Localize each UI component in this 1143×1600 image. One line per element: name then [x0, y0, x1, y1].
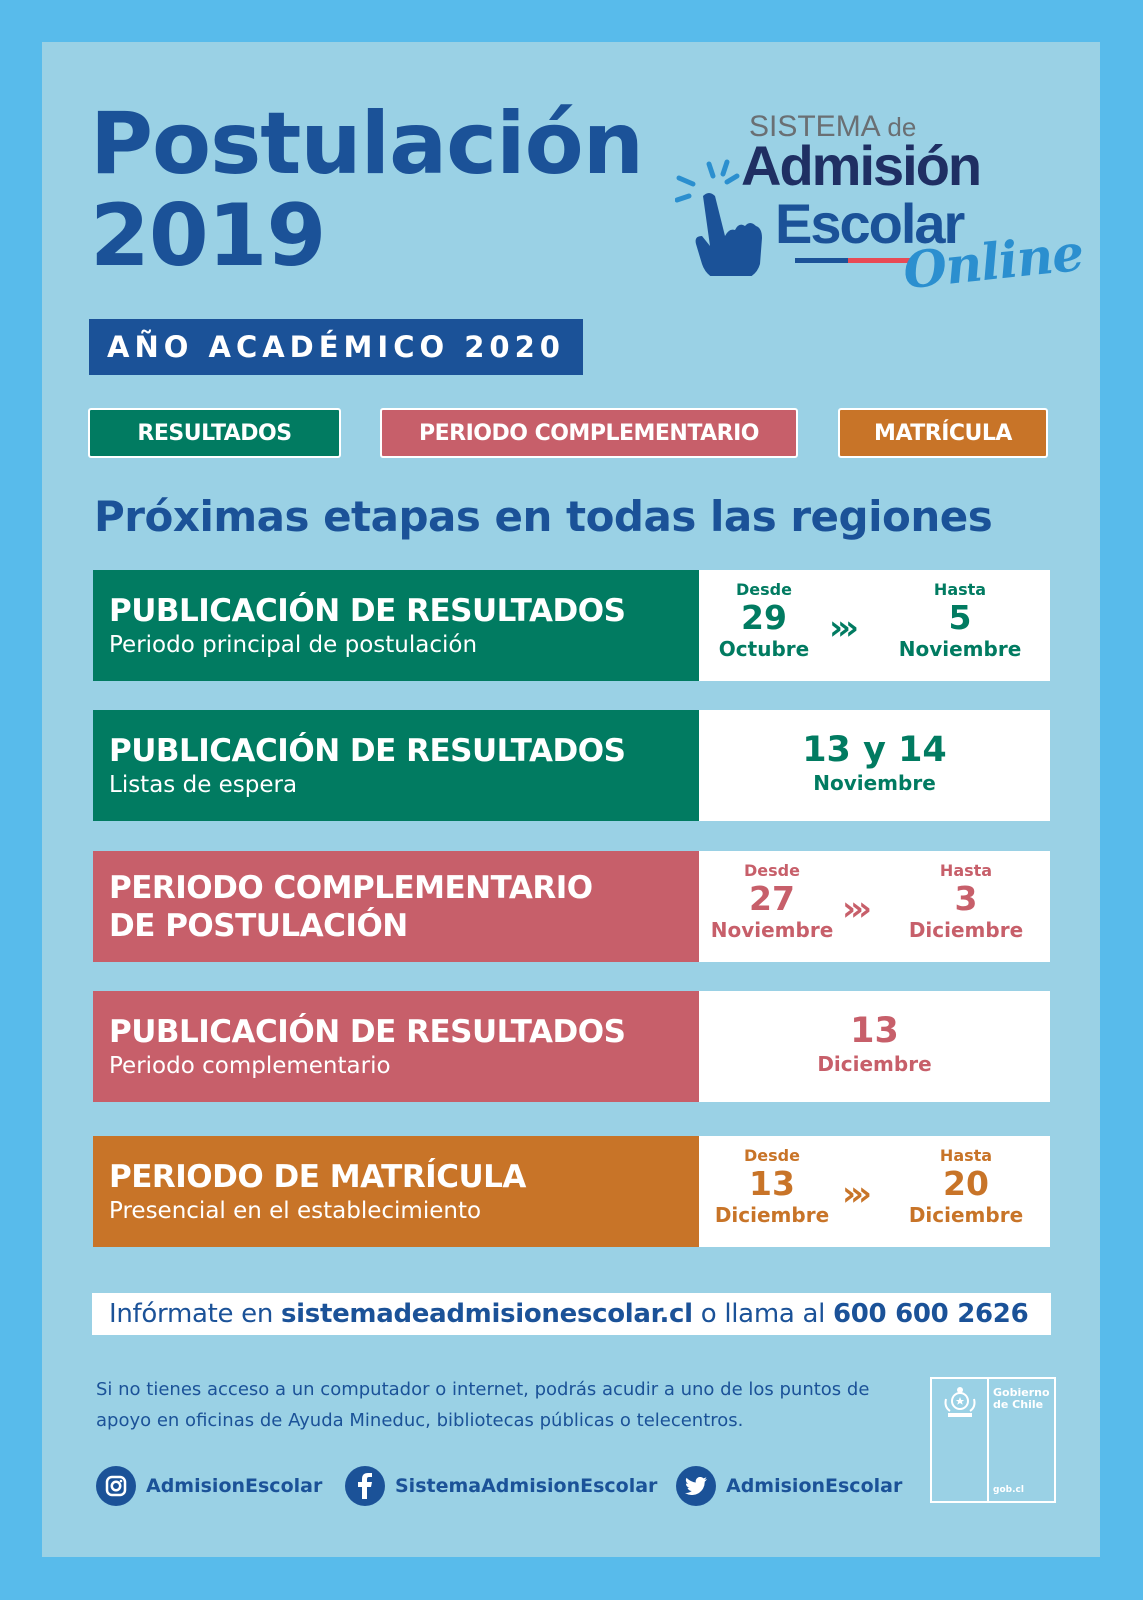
- stage-row: PUBLICACIÓN DE RESULTADOS Periodo princi…: [93, 570, 1050, 681]
- stage-dates: 13 y 14 Noviembre: [699, 710, 1050, 821]
- page-title: Postulación 2019: [90, 94, 644, 286]
- stage-dates: Desde 29 Octubre ››› Hasta 5 Noviembre: [699, 570, 1050, 681]
- logo-flag-bar: [795, 258, 915, 263]
- gob-name: Gobierno de Chile: [993, 1386, 1050, 1411]
- stage-title: PERIODO DE MATRÍCULA: [109, 1158, 526, 1195]
- section-heading: Próximas etapas en todas las regiones: [94, 492, 993, 541]
- stage-row: PUBLICACIÓN DE RESULTADOS Listas de espe…: [93, 710, 1050, 821]
- academic-year-badge: AÑO ACADÉMICO 2020: [89, 319, 583, 375]
- stage-title: PUBLICACIÓN DE RESULTADOS: [109, 1013, 626, 1050]
- phone-number[interactable]: 600 600 2626: [832, 1299, 1029, 1329]
- info-bar: Infórmate en sistemadeadmisionescolar.cl…: [92, 1293, 1051, 1335]
- stage-description: PUBLICACIÓN DE RESULTADOS Listas de espe…: [93, 710, 699, 821]
- social-facebook[interactable]: SistemaAdmisionEscolar: [345, 1466, 657, 1506]
- stage-row: PUBLICACIÓN DE RESULTADOS Periodo comple…: [93, 991, 1050, 1102]
- stage-dates: 13 Diciembre: [699, 991, 1050, 1102]
- date-from: Desde 13 Diciembre: [714, 1146, 830, 1227]
- social-handle: SistemaAdmisionEscolar: [395, 1475, 658, 1497]
- stage-description: PERIODO COMPLEMENTARIO DE POSTULACIÓN: [93, 851, 699, 962]
- stage-title: PERIODO COMPLEMENTARIO: [109, 869, 593, 906]
- social-handle: AdmisionEscolar: [726, 1475, 903, 1497]
- date-to: Hasta 5 Noviembre: [898, 580, 1022, 661]
- chevrons-right-icon: ›››: [842, 1174, 872, 1214]
- stage-description: PUBLICACIÓN DE RESULTADOS Periodo princi…: [93, 570, 699, 681]
- stage-subtitle: Periodo complementario: [109, 1052, 391, 1079]
- social-instagram[interactable]: AdmisionEscolar: [96, 1466, 322, 1506]
- title-line2: 2019: [90, 186, 326, 286]
- stage-row: PERIODO COMPLEMENTARIO DE POSTULACIÓN De…: [93, 851, 1050, 962]
- logo-admision: Admisión: [741, 134, 982, 197]
- gobierno-de-chile-logo: Gobierno de Chile gob.cl: [930, 1377, 1056, 1503]
- chevrons-right-icon: ›››: [842, 889, 872, 929]
- stage-subtitle: Listas de espera: [109, 771, 298, 798]
- stage-description: PUBLICACIÓN DE RESULTADOS Periodo comple…: [93, 991, 699, 1102]
- stage-subtitle: Presencial en el establecimiento: [109, 1197, 482, 1224]
- date-from: Desde 29 Octubre: [718, 580, 810, 661]
- legend-tag-matricula: MATRÍCULA: [838, 408, 1048, 458]
- chevrons-right-icon: ›››: [829, 608, 859, 648]
- logo-escolar: Escolar: [775, 192, 965, 255]
- logo-sistema: SISTEMA de: [749, 110, 917, 143]
- stage-dates: Desde 27 Noviembre ››› Hasta 3 Diciembre: [699, 851, 1050, 962]
- stage-title: PUBLICACIÓN DE RESULTADOS: [109, 732, 626, 769]
- stage-title-line2: DE POSTULACIÓN: [109, 907, 408, 944]
- legend-tag-periodo-complementario: PERIODO COMPLEMENTARIO: [380, 408, 798, 458]
- facebook-icon: [345, 1466, 385, 1506]
- pointing-hand-icon: [675, 159, 762, 276]
- title-line1: Postulación: [90, 94, 644, 194]
- website-link[interactable]: sistemadeadmisionescolar.cl: [281, 1299, 693, 1329]
- stage-row: PERIODO DE MATRÍCULA Presencial en el es…: [93, 1136, 1050, 1247]
- social-handle: AdmisionEscolar: [146, 1475, 323, 1497]
- date-single: 13 Diciembre: [817, 1011, 932, 1076]
- logo-divider: [987, 1379, 989, 1501]
- access-note: Si no tienes acceso a un computador o in…: [96, 1379, 870, 1431]
- date-from: Desde 27 Noviembre: [710, 861, 834, 942]
- stage-dates: Desde 13 Diciembre ››› Hasta 20 Diciembr…: [699, 1136, 1050, 1247]
- instagram-icon: [96, 1466, 136, 1506]
- gob-url: gob.cl: [993, 1485, 1024, 1495]
- date-single: 13 y 14 Noviembre: [802, 730, 947, 795]
- coat-of-arms-icon: [944, 1387, 976, 1417]
- twitter-icon: [676, 1466, 716, 1506]
- date-to: Hasta 3 Diciembre: [908, 861, 1024, 942]
- legend-tag-resultados: RESULTADOS: [88, 408, 341, 458]
- stage-title: PUBLICACIÓN DE RESULTADOS: [109, 592, 626, 629]
- stage-subtitle: Periodo principal de postulación: [109, 631, 478, 658]
- date-to: Hasta 20 Diciembre: [908, 1146, 1024, 1227]
- social-twitter[interactable]: AdmisionEscolar: [676, 1466, 902, 1506]
- stage-description: PERIODO DE MATRÍCULA Presencial en el es…: [93, 1136, 699, 1247]
- sae-logo: SISTEMA de Admisión Escolar Online: [675, 106, 1086, 306]
